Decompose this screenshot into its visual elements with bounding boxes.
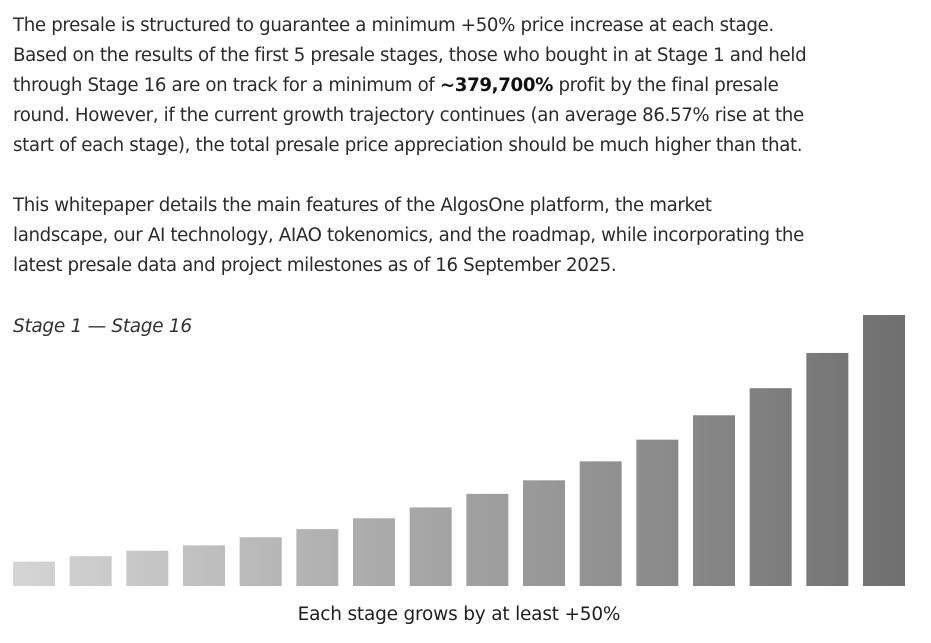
chart-subtitle: Stage 1 — Stage 16 (13, 316, 192, 337)
bar-stage-10 (523, 480, 565, 586)
intro-line-4: round. However, if the current growth tr… (13, 105, 804, 126)
intro-line-3-end: profit by the final presale (553, 75, 779, 96)
intro-line-3: through Stage 16 are on track for a mini… (13, 71, 918, 101)
whitepaper-line-3: latest presale data and project mileston… (13, 255, 617, 276)
bar-stage-2 (69, 556, 112, 586)
chart-caption: Each stage grows by at least +50% (297, 604, 621, 625)
whitepaper-line-2: landscape, our AI technology, AIAO token… (13, 225, 804, 246)
bar-stage-9 (466, 493, 509, 586)
bar-stage-12 (636, 439, 679, 586)
chart-bars (13, 315, 905, 586)
stage-growth-chart (13, 315, 905, 586)
bar-stage-6 (296, 529, 339, 586)
whitepaper-paragraph: This whitepaper details the main feature… (13, 191, 918, 281)
bar-stage-1 (13, 561, 55, 586)
bar-stage-5 (239, 537, 282, 586)
whitepaper-line-1: This whitepaper details the main feature… (13, 195, 712, 216)
bar-stage-16 (863, 315, 905, 586)
intro-line-1: The presale is structured to guarantee a… (13, 15, 774, 36)
bar-stage-11 (579, 461, 622, 586)
bar-stage-15 (806, 352, 849, 586)
bar-stage-14 (749, 388, 792, 586)
bar-stage-13 (693, 415, 735, 586)
intro-line-3-start: through Stage 16 are on track for a mini… (13, 75, 440, 96)
bar-stage-8 (409, 507, 452, 586)
bar-stage-4 (183, 545, 225, 586)
profit-highlight: ~379,700% (439, 75, 554, 96)
bar-stage-7 (353, 518, 395, 586)
intro-paragraph: The presale is structured to guarantee a… (13, 11, 918, 161)
intro-line-5: start of each stage), the total presale … (13, 135, 803, 156)
intro-line-2: Based on the results of the first 5 pres… (13, 45, 807, 66)
bar-stage-3 (126, 550, 169, 586)
